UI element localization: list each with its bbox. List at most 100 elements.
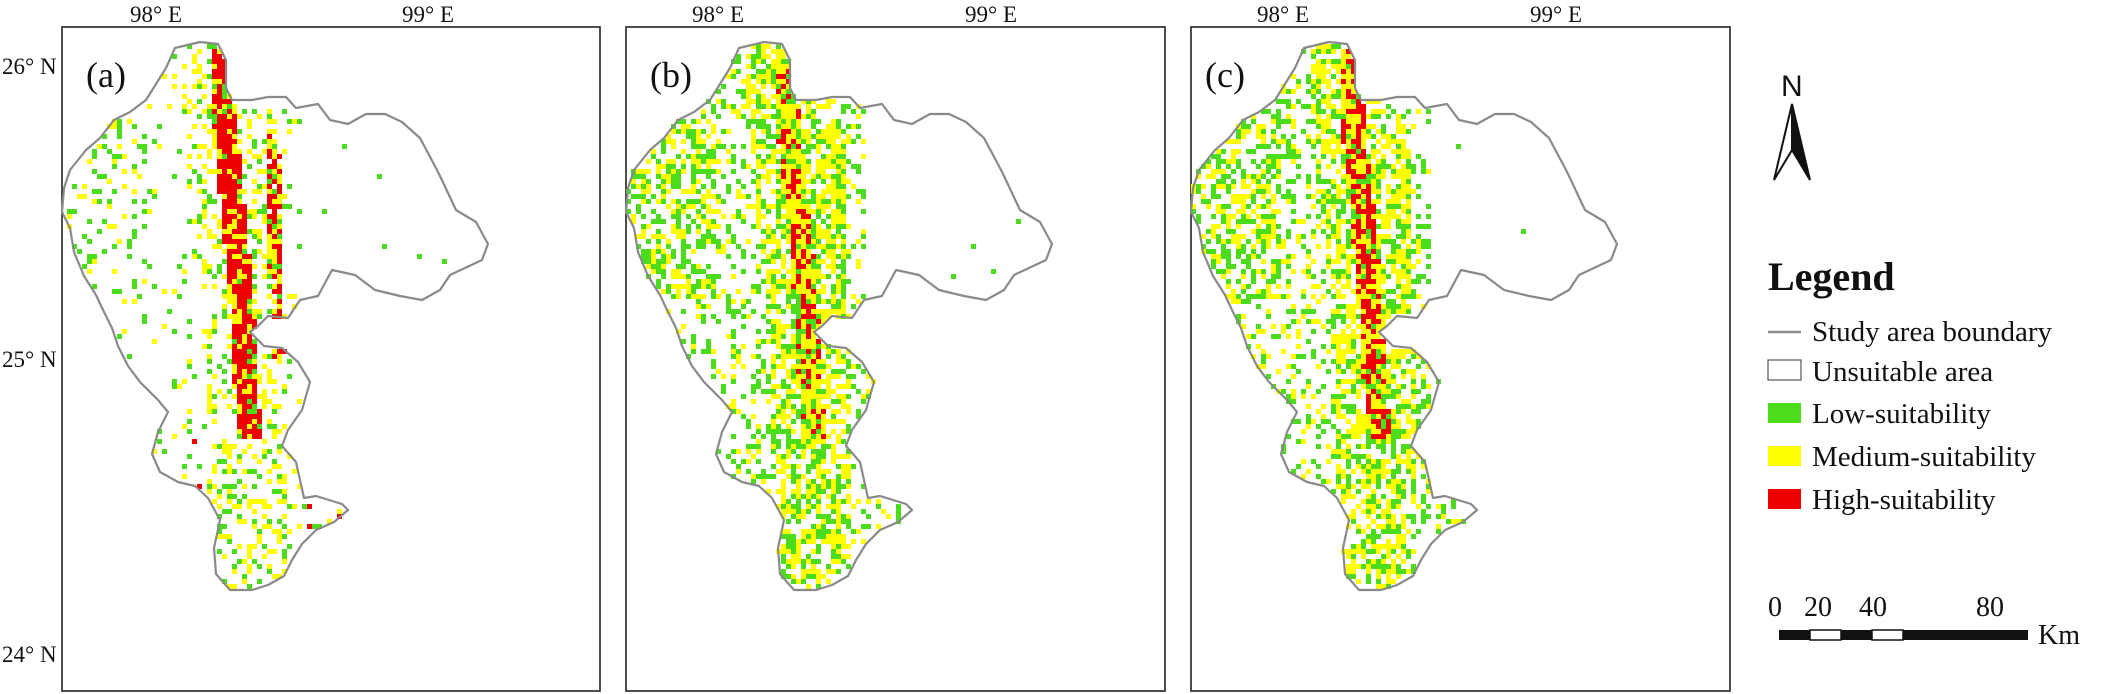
cell-medium	[1216, 209, 1221, 214]
cell-medium	[1226, 219, 1231, 224]
cell-medium	[701, 199, 706, 204]
cell-medium	[1361, 324, 1366, 329]
panel-frame	[625, 26, 1166, 692]
cell-low	[1391, 244, 1396, 249]
cell-low	[1321, 194, 1326, 199]
cell-medium	[1251, 244, 1256, 249]
cell-low	[741, 159, 746, 164]
cell-low	[1361, 464, 1366, 469]
cell-medium	[776, 119, 781, 124]
cell-medium	[821, 459, 826, 464]
cell-high	[212, 74, 217, 79]
cell-medium	[1361, 354, 1366, 359]
cell-medium	[1321, 49, 1326, 54]
cell-medium	[1316, 64, 1321, 69]
cell-medium	[1331, 399, 1336, 404]
cell-medium	[1276, 174, 1281, 179]
cell-medium	[1311, 284, 1316, 289]
cell-medium	[806, 179, 811, 184]
cell-medium	[237, 504, 242, 509]
cell-low	[781, 199, 786, 204]
cell-medium	[242, 484, 247, 489]
cell-medium	[801, 474, 806, 479]
cell-high	[272, 204, 277, 209]
cell-medium	[806, 504, 811, 509]
cell-medium	[1406, 259, 1411, 264]
cell-medium	[237, 149, 242, 154]
cell-medium	[1351, 424, 1356, 429]
cell-medium	[262, 449, 267, 454]
cell-low	[107, 149, 112, 154]
cell-low	[1241, 259, 1246, 264]
cell-low	[1351, 344, 1356, 349]
cell-low	[1381, 564, 1386, 569]
cell-medium	[1371, 474, 1376, 479]
cell-medium	[651, 254, 656, 259]
cell-low	[1336, 199, 1341, 204]
cell-medium	[1346, 569, 1351, 574]
cell-medium	[1406, 189, 1411, 194]
cell-low	[1256, 144, 1261, 149]
cell-high	[1376, 394, 1381, 399]
cell-low	[681, 309, 686, 314]
cell-low	[741, 249, 746, 254]
cell-medium	[247, 124, 252, 129]
cell-low	[896, 504, 901, 509]
cell-medium	[756, 264, 761, 269]
cell-high	[1356, 254, 1361, 259]
cell-low	[1321, 59, 1326, 64]
cell-high	[1376, 434, 1381, 439]
cell-medium	[841, 304, 846, 309]
cell-medium	[696, 129, 701, 134]
cell-high	[811, 314, 816, 319]
cell-low	[751, 224, 756, 229]
cell-high	[1356, 269, 1361, 274]
cell-low	[786, 394, 791, 399]
cell-medium	[696, 164, 701, 169]
cell-medium	[1266, 289, 1271, 294]
cell-low	[816, 514, 821, 519]
cell-high	[237, 364, 242, 369]
cell-low	[816, 559, 821, 564]
cell-medium	[771, 159, 776, 164]
cell-medium	[686, 124, 691, 129]
cell-medium	[202, 144, 207, 149]
cell-low	[741, 144, 746, 149]
cell-medium	[631, 179, 636, 184]
cell-medium	[696, 139, 701, 144]
cell-medium	[1291, 119, 1296, 124]
cell-high	[1351, 64, 1356, 69]
cell-low	[1331, 359, 1336, 364]
cell-low	[776, 84, 781, 89]
cell-low	[1271, 129, 1276, 134]
cell-low	[1381, 159, 1386, 164]
cell-low	[821, 444, 826, 449]
cell-medium	[257, 534, 262, 539]
cell-medium	[646, 169, 651, 174]
cell-medium	[1376, 439, 1381, 444]
cell-medium	[1351, 129, 1356, 134]
cell-medium	[786, 454, 791, 459]
cell-high	[806, 369, 811, 374]
cell-medium	[282, 474, 287, 479]
cell-medium	[791, 194, 796, 199]
cell-medium	[771, 169, 776, 174]
cell-low	[701, 169, 706, 174]
cell-medium	[816, 394, 821, 399]
cell-medium	[1371, 374, 1376, 379]
cell-medium	[811, 209, 816, 214]
cell-medium	[791, 199, 796, 204]
cell-medium	[816, 574, 821, 579]
cell-medium	[202, 344, 207, 349]
cell-low	[132, 214, 137, 219]
cell-medium	[1411, 189, 1416, 194]
cell-low	[1311, 349, 1316, 354]
cell-high	[1356, 174, 1361, 179]
cell-medium	[1366, 389, 1371, 394]
cell-low	[1291, 419, 1296, 424]
cell-high	[801, 249, 806, 254]
cell-low	[691, 164, 696, 169]
cell-low	[711, 149, 716, 154]
cell-low	[207, 269, 212, 274]
cell-low	[1281, 194, 1286, 199]
